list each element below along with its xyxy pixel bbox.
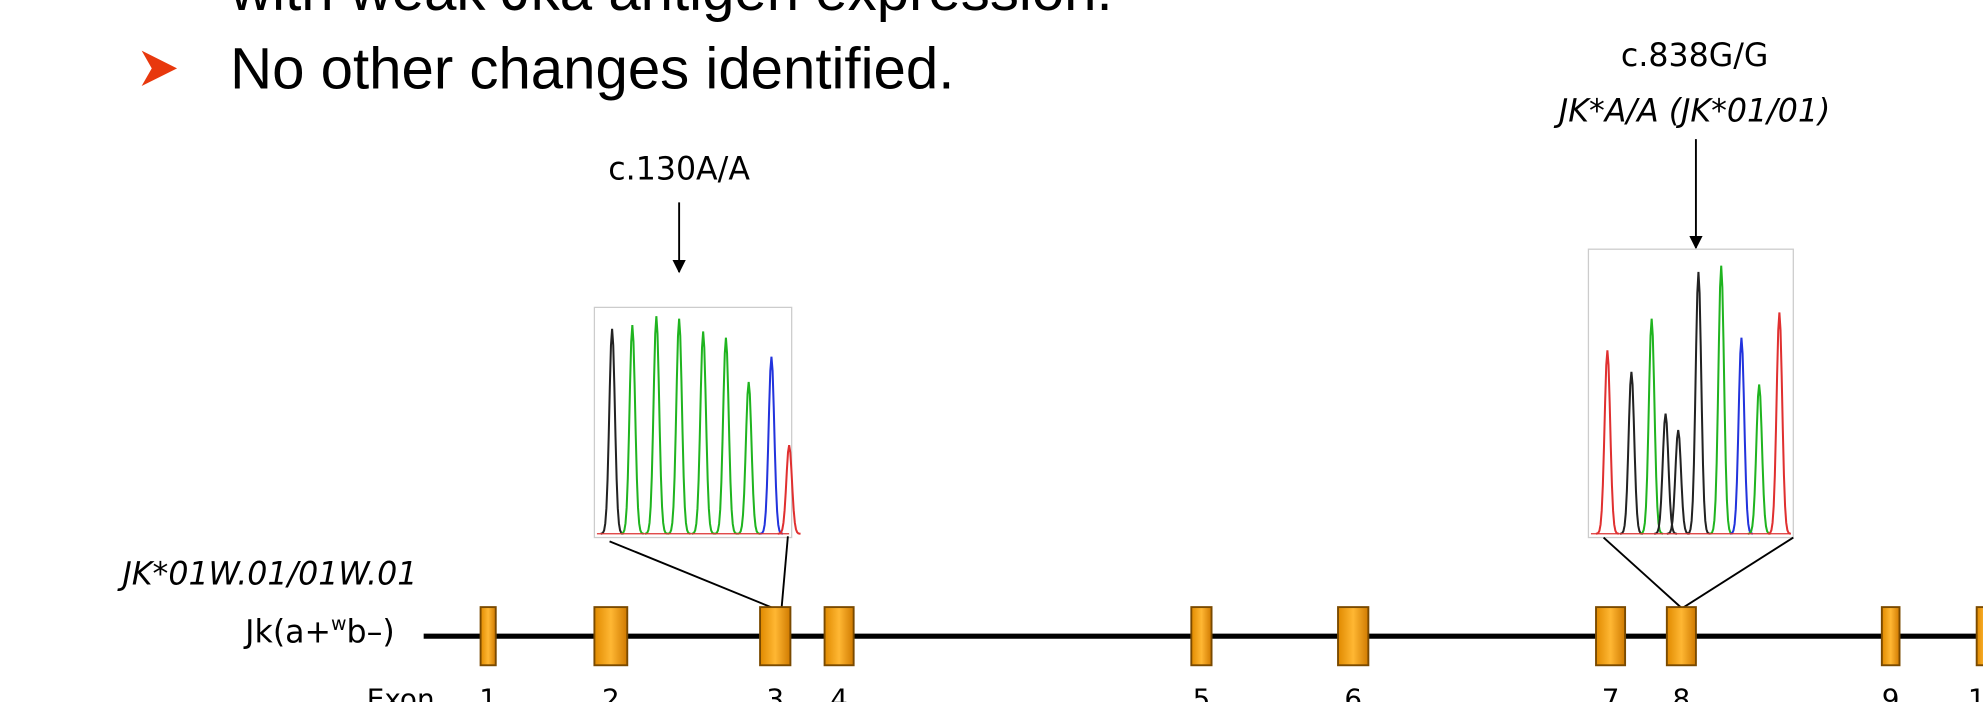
exon-number: 3 bbox=[766, 682, 784, 702]
bullet-text: No other changes identified. bbox=[230, 37, 954, 102]
zoom-line bbox=[1604, 538, 1682, 609]
exon bbox=[1667, 607, 1696, 665]
exon-number: 5 bbox=[1193, 682, 1211, 702]
exon-number: 8 bbox=[1673, 682, 1691, 702]
exon-number: 6 bbox=[1344, 682, 1362, 702]
phenotype-part: b–) bbox=[347, 615, 395, 651]
slide: with weak Jka antigen expression. No oth… bbox=[0, 0, 1983, 702]
exon bbox=[825, 607, 854, 665]
allele-label: JK*A/A (JK*01/01) bbox=[1553, 93, 1830, 129]
variant-label: c.130A/A bbox=[608, 152, 750, 188]
bullet-arrow bbox=[142, 51, 177, 86]
zoom-line bbox=[1682, 538, 1793, 609]
phenotype-superscript: w bbox=[331, 613, 347, 635]
zoom-line bbox=[610, 541, 774, 608]
phenotype-part: Jk(a+ bbox=[243, 615, 331, 651]
exon bbox=[1977, 607, 1983, 665]
zoom-line bbox=[782, 536, 788, 608]
exon-label: Exon bbox=[367, 682, 435, 702]
exon bbox=[481, 607, 496, 665]
exon bbox=[1596, 607, 1625, 665]
exon-number: 4 bbox=[830, 682, 848, 702]
exon-number: 7 bbox=[1602, 682, 1620, 702]
chromatogram bbox=[594, 307, 791, 537]
variant-label: c.838G/G bbox=[1621, 38, 1768, 74]
exon bbox=[1191, 607, 1211, 665]
exon-number: 10 bbox=[1968, 682, 1983, 702]
exon-number: 2 bbox=[602, 682, 620, 702]
exon bbox=[760, 607, 790, 665]
exon bbox=[594, 607, 627, 665]
phenotype: Jk(a+wb–) bbox=[243, 613, 395, 651]
exon bbox=[1338, 607, 1368, 665]
bullet-text: with weak Jka antigen expression. bbox=[229, 0, 1113, 23]
chromatogram bbox=[1588, 249, 1793, 537]
exon bbox=[1882, 607, 1900, 665]
genotype: JK*01W.01/01W.01 bbox=[116, 556, 417, 592]
exon-number: 9 bbox=[1882, 682, 1900, 702]
exon-number: 1 bbox=[479, 682, 497, 702]
